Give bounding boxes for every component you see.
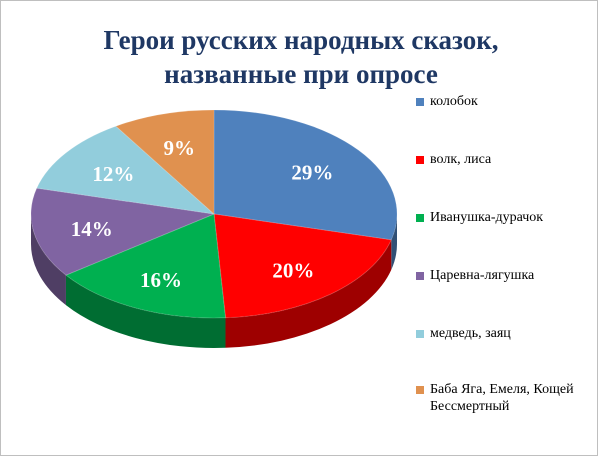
legend-swatch <box>416 98 424 106</box>
slice <box>30 187 216 276</box>
slice-side <box>225 239 392 348</box>
legend-label: волк, лиса <box>430 152 492 167</box>
slice-side <box>31 214 66 306</box>
legend-item: Баба Яга, Емеля, Кощей Бессмертный <box>416 381 580 415</box>
data-label: 16% <box>140 268 182 292</box>
legend-swatch <box>416 330 424 338</box>
slice <box>36 125 216 215</box>
slice <box>114 109 215 216</box>
legend-item: волк, лиса <box>416 151 580 168</box>
legend-label: Баба Яга, Емеля, Кощей Бессмертный <box>430 382 574 414</box>
legend-item: Иванушка-дурачок <box>416 209 580 226</box>
legend-label: Царевна-лягушка <box>430 268 535 283</box>
legend-item: Царевна-лягушка <box>416 267 580 284</box>
legend-label: Иванушка-дурачок <box>430 210 544 225</box>
data-label: 29% <box>291 160 333 184</box>
slice <box>64 213 227 319</box>
slice-side <box>391 214 397 270</box>
data-label: 9% <box>164 136 196 160</box>
slice <box>213 213 392 319</box>
legend-label: колобок <box>430 94 478 109</box>
data-label: 12% <box>92 162 134 186</box>
legend-swatch <box>416 272 424 280</box>
data-label: 20% <box>272 258 314 282</box>
legend-label: медведь, заяц <box>430 326 511 341</box>
legend-swatch <box>416 386 424 394</box>
slice-side <box>65 275 226 348</box>
legend-swatch <box>416 156 424 164</box>
chart-title: Герои русских народных сказок, названные… <box>103 25 499 89</box>
slice <box>213 109 398 241</box>
legend-swatch <box>416 214 424 222</box>
legend-item: колобок <box>416 93 580 110</box>
legend-item: медведь, заяц <box>416 325 580 342</box>
data-label: 14% <box>71 217 113 241</box>
